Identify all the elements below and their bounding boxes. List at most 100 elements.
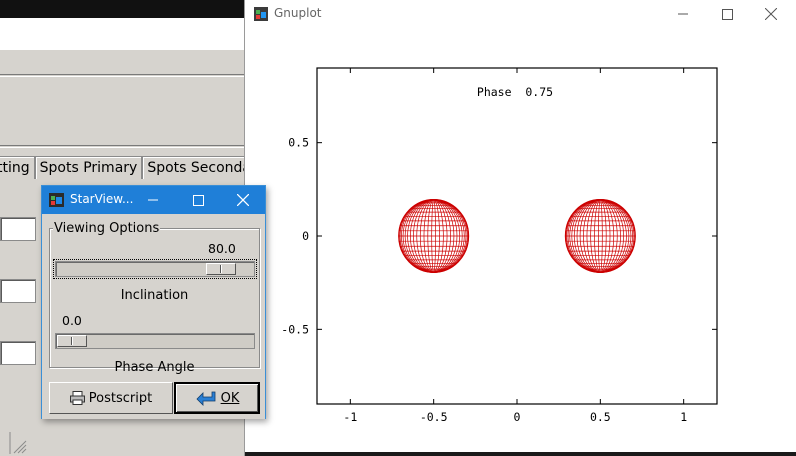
x-tick-label: 0.5 <box>590 410 611 424</box>
plot-title: Phase 0.75 <box>477 85 553 99</box>
postscript-button[interactable]: Postscript <box>49 382 173 414</box>
ok-label: OK <box>220 390 240 406</box>
sphere-longitude-line <box>431 199 434 273</box>
ok-button[interactable]: OK <box>174 382 260 414</box>
close-icon <box>765 8 777 20</box>
background-input-field[interactable] <box>0 279 36 303</box>
sphere-longitude-line <box>433 199 465 273</box>
maximize-button[interactable] <box>176 186 220 214</box>
sphere-longitude-line <box>600 199 611 273</box>
close-button[interactable] <box>221 186 265 214</box>
minimize-icon <box>678 13 688 15</box>
star-sphere <box>398 199 470 273</box>
separator <box>0 74 244 75</box>
sphere-longitude-line <box>600 199 607 273</box>
viewing-options-group: Viewing Options 80.0 Inclination 0.0 Pha… <box>49 221 260 375</box>
starview-title-bar[interactable]: StarView... <box>42 186 265 214</box>
sphere-longitude-line <box>407 199 434 273</box>
sphere-longitude-line <box>594 199 601 273</box>
sphere-longitude-line <box>433 199 448 273</box>
y-tick-label: -0.5 <box>281 322 309 336</box>
starview-body: Viewing Options 80.0 Inclination 0.0 Pha… <box>42 214 265 419</box>
sphere-longitude-line <box>600 199 630 273</box>
sphere-longitude-line <box>409 199 434 273</box>
maximize-icon <box>192 194 204 206</box>
gnuplot-window-title: Gnuplot <box>274 6 322 20</box>
sphere-longitude-line <box>433 199 463 273</box>
separator <box>0 147 244 148</box>
starview-dialog: StarView... Viewing Options 80.0 Inclina… <box>41 185 266 419</box>
sphere-longitude-line <box>598 199 601 273</box>
sphere-longitude-line <box>419 199 434 273</box>
sphere-longitude-line <box>433 199 436 273</box>
phase-angle-slider[interactable] <box>55 333 255 349</box>
sphere-longitude-line <box>600 199 621 273</box>
sphere-longitude-line <box>571 199 601 273</box>
gnuplot-icon <box>254 7 268 21</box>
plot-ticks: -1 -0.5 0 0.5 1 0.5 0 -0.5 <box>281 68 717 424</box>
star-sphere <box>564 199 636 273</box>
minimize-button[interactable] <box>661 0 705 28</box>
sphere-longitude-line <box>433 199 444 273</box>
x-tick-label: 1 <box>680 410 687 424</box>
close-icon <box>237 194 249 206</box>
printer-icon <box>69 391 85 405</box>
maximize-icon <box>721 8 733 20</box>
plot-canvas: -1 -0.5 0 0.5 1 0.5 0 -0.5 Phase 0.75 <box>281 67 718 424</box>
y-tick-label: 0 <box>302 229 309 243</box>
phase-angle-slider-handle[interactable] <box>57 335 87 347</box>
close-button[interactable] <box>749 0 793 28</box>
gnuplot-title-bar[interactable]: Gnuplot <box>245 0 796 28</box>
x-tick-label: -0.5 <box>420 410 448 424</box>
sphere-longitude-line <box>423 199 434 273</box>
x-tick-label: 0 <box>514 410 521 424</box>
minimize-button[interactable] <box>131 186 175 214</box>
sphere-longitude-line <box>413 199 434 273</box>
sphere-longitude-line <box>600 199 603 273</box>
sphere-longitude-line <box>433 199 440 273</box>
sphere-longitude-line <box>567 199 601 273</box>
return-arrow-icon <box>196 391 216 406</box>
taskbar-edge <box>245 452 796 456</box>
tab-fitting[interactable]: tting <box>0 156 35 179</box>
postscript-label: Postscript <box>88 390 153 406</box>
sphere-longitude-line <box>600 199 618 273</box>
maximize-button[interactable] <box>705 0 749 28</box>
background-input-field[interactable] <box>0 217 36 241</box>
background-input-field[interactable] <box>0 341 36 365</box>
resize-grip-icon[interactable] <box>0 432 28 454</box>
gnuplot-window: Gnuplot -1 -0.5 0 0.5 1 0.5 0 -0.5 Phase 0.75 <box>244 0 796 456</box>
inclination-label: Inclination <box>120 288 189 303</box>
phase-angle-value: 0.0 <box>62 313 82 328</box>
y-tick-label: 0.5 <box>288 136 309 150</box>
sphere-outline <box>398 199 470 273</box>
inclination-value: 80.0 <box>208 241 236 256</box>
sphere-longitude-line <box>427 199 434 273</box>
sphere-longitude-line <box>569 199 601 273</box>
sphere-longitude-line <box>433 199 458 273</box>
background-top-strip <box>0 0 244 18</box>
plot-series <box>398 199 636 273</box>
sphere-longitude-line <box>576 199 601 273</box>
inclination-slider[interactable] <box>53 259 257 279</box>
inclination-slider-handle[interactable] <box>206 263 236 275</box>
starview-window-title: StarView... <box>70 192 134 206</box>
sphere-longitude-line <box>573 199 601 273</box>
sphere-longitude-line <box>600 199 627 273</box>
tab-spots-secondary[interactable]: Spots Secondary <box>142 156 271 179</box>
sphere-longitude-line <box>583 199 601 273</box>
sphere-longitude-line <box>400 199 434 273</box>
sphere-longitude-line <box>600 199 632 273</box>
minimize-icon <box>148 199 158 201</box>
sphere-longitude-line <box>586 199 601 273</box>
tab-spots-primary[interactable]: Spots Primary <box>34 156 143 179</box>
sphere-longitude-line <box>590 199 601 273</box>
sphere-longitude-line <box>402 199 434 273</box>
sphere-longitude-line <box>404 199 434 273</box>
sphere-outline <box>564 199 636 273</box>
sphere-longitude-line <box>433 199 455 273</box>
separator <box>0 145 244 146</box>
sphere-longitude-line <box>416 199 434 273</box>
plot-border <box>316 67 718 405</box>
sphere-longitude-line <box>600 199 615 273</box>
